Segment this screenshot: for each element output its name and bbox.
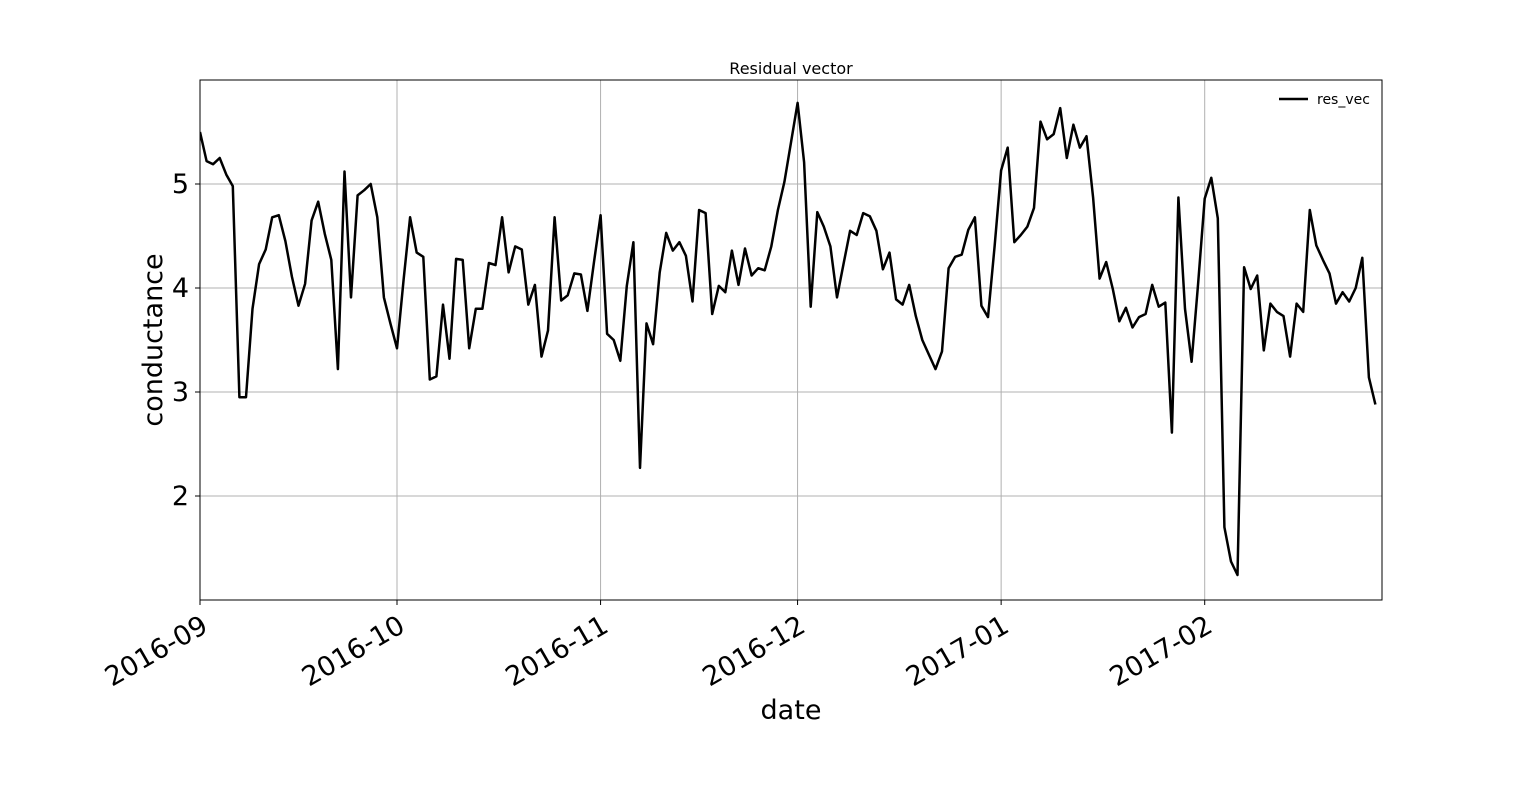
y-tick-label: 2 bbox=[172, 481, 189, 512]
x-axis-label: date bbox=[761, 695, 822, 726]
series-line-res_vec bbox=[200, 101, 1377, 577]
legend: res_vec bbox=[1279, 92, 1370, 108]
legend-label: res_vec bbox=[1317, 92, 1370, 108]
y-axis: 2 3 4 5 bbox=[172, 169, 200, 512]
y-axis-label: conductance bbox=[138, 253, 169, 426]
y-tick-label: 5 bbox=[172, 169, 189, 200]
y-tick-label: 3 bbox=[172, 377, 189, 408]
y-tick-label: 4 bbox=[172, 273, 189, 304]
chart-title: Residual vector bbox=[729, 59, 853, 78]
plot-frame bbox=[199, 79, 1383, 601]
series-layer bbox=[200, 101, 1377, 577]
